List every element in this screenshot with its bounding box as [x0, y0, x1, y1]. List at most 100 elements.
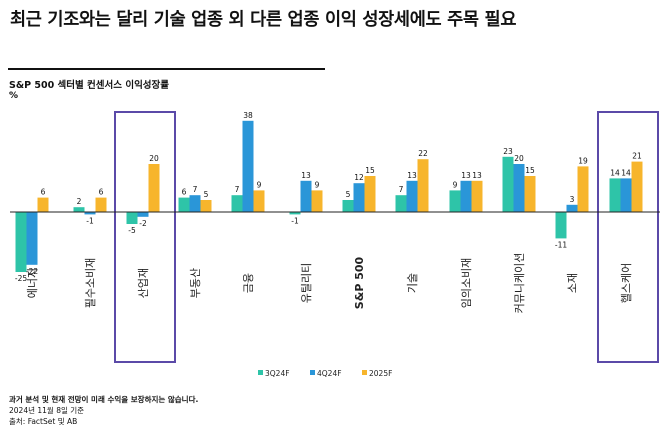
chart-title: S&P 500 섹터별 컨센서스 이익성장률 — [9, 80, 170, 91]
bar — [231, 195, 243, 212]
footer-disclaimer: 과거 분석 및 현재 전망이 미래 수익을 보장하지는 않습니다. — [9, 395, 199, 404]
category-label: 에너지 — [26, 268, 39, 298]
data-label: 23 — [503, 147, 513, 156]
data-label: 13 — [407, 171, 417, 180]
footer-source: 출처: FactSet 및 AB — [9, 417, 78, 426]
bar — [289, 212, 301, 215]
bar — [137, 212, 149, 217]
legend-label: 4Q24F — [317, 369, 342, 378]
data-label: 14 — [621, 168, 631, 177]
bar — [609, 178, 621, 212]
data-label: 2 — [77, 197, 82, 206]
data-label: -5 — [128, 226, 136, 235]
bar — [242, 120, 254, 212]
y-unit-label: % — [9, 91, 19, 101]
bar — [471, 180, 483, 212]
category-label: 부동산 — [189, 268, 202, 298]
data-label: 20 — [149, 154, 159, 163]
data-label: -1 — [86, 216, 94, 225]
data-label: 5 — [204, 190, 209, 199]
data-label: 38 — [243, 111, 253, 120]
data-label: -2 — [139, 219, 147, 228]
data-label: 14 — [610, 168, 620, 177]
data-label: 13 — [301, 171, 311, 180]
category-label: 금융 — [242, 273, 255, 293]
bar — [200, 200, 212, 212]
category-label: S&P 500 — [353, 256, 366, 309]
data-label: 7 — [193, 185, 198, 194]
category-label: 소재 — [566, 273, 579, 293]
bar — [620, 178, 632, 212]
bar — [524, 176, 536, 212]
bar — [178, 197, 190, 212]
data-label: 6 — [99, 188, 104, 197]
data-label: 20 — [514, 154, 524, 163]
category-labels: 에너지 필수소비재 산업재 부동산 금융 유틸리티 S&P 500 기술 임의소비재 커뮤니케이션… — [26, 253, 633, 314]
data-label: -22 — [26, 267, 38, 276]
data-label: 12 — [354, 173, 364, 182]
category-label: 필수소비재 — [84, 258, 97, 309]
bar — [189, 195, 201, 212]
data-label: -1 — [291, 216, 299, 225]
bars-layer — [15, 120, 643, 272]
bar — [577, 166, 589, 212]
bar — [406, 180, 418, 212]
legend-swatch — [362, 370, 367, 375]
highlight-box — [114, 111, 176, 363]
title-rule — [8, 68, 325, 70]
data-label: 9 — [453, 180, 458, 189]
bar — [342, 200, 354, 212]
bar — [417, 159, 429, 212]
bar — [460, 180, 472, 212]
data-label: 7 — [235, 185, 240, 194]
legend-label: 3Q24F — [265, 369, 290, 378]
bar — [95, 197, 107, 212]
highlight-box — [597, 111, 659, 363]
data-label: 13 — [472, 171, 482, 180]
bar — [631, 161, 643, 212]
bar — [37, 197, 49, 212]
data-label: 5 — [346, 190, 351, 199]
data-label: 7 — [399, 185, 404, 194]
footer-date: 2024년 11월 8일 기준 — [9, 406, 85, 415]
bar — [395, 195, 407, 212]
data-label: 21 — [632, 152, 642, 161]
category-label: 임의소비재 — [460, 258, 473, 309]
bar — [126, 212, 138, 224]
bar — [449, 190, 461, 212]
data-label: 13 — [461, 171, 471, 180]
data-label: 9 — [257, 180, 262, 189]
data-label: -11 — [555, 240, 567, 249]
category-label: 기술 — [406, 273, 419, 293]
data-label: 9 — [315, 180, 320, 189]
data-label: 6 — [182, 188, 187, 197]
data-label: 6 — [41, 188, 46, 197]
legend: 3Q24F 4Q24F 2025F — [258, 369, 392, 378]
bar — [353, 183, 365, 212]
legend-swatch — [310, 370, 315, 375]
bar — [566, 204, 578, 212]
category-label: 유틸리티 — [300, 263, 313, 303]
bar — [364, 176, 376, 212]
bar — [84, 212, 96, 215]
bar — [502, 156, 514, 212]
data-label: 15 — [365, 166, 375, 175]
bar — [15, 212, 27, 272]
data-label: 15 — [525, 166, 535, 175]
bar — [513, 164, 525, 212]
category-label: 산업재 — [137, 268, 150, 298]
headline: 최근 기조와는 달리 기술 업종 외 다른 업종 이익 성장세에도 주목 필요 — [10, 10, 517, 30]
legend-label: 2025F — [369, 369, 392, 378]
highlight-boxes — [114, 111, 659, 363]
legend-swatch — [258, 370, 263, 375]
bar — [555, 212, 567, 239]
bar — [253, 190, 265, 212]
category-label: 헬스케어 — [620, 263, 633, 303]
data-label: 3 — [570, 195, 575, 204]
data-label: 22 — [418, 149, 428, 158]
bar — [311, 190, 323, 212]
data-label: -25 — [15, 274, 27, 283]
bar — [73, 207, 85, 212]
category-label: 커뮤니케이션 — [513, 253, 526, 314]
